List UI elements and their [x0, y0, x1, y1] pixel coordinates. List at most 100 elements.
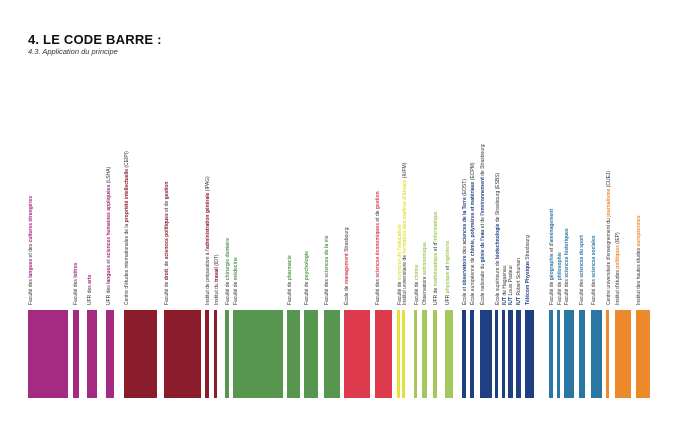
barcode-bar-25 — [495, 310, 498, 398]
label-text: et de — [164, 199, 170, 214]
label-text: Strasbourg — [344, 227, 350, 254]
barcode-bar-28 — [516, 310, 521, 398]
barcode-bar-21 — [445, 310, 453, 398]
barcode-label-35: Centre universitaire d'enseignement du j… — [606, 170, 612, 305]
label-text: Faculté des — [375, 277, 381, 305]
label-keyword: médecine — [233, 257, 239, 281]
label-text: UFR — [445, 293, 451, 305]
barcode-label-20: UFR de mathématique et d'informatique — [433, 212, 439, 306]
barcode-bar-23 — [470, 310, 474, 398]
barcode-label-32: Faculté des sciences historiques — [564, 228, 570, 305]
label-keyword: IUT — [508, 296, 514, 305]
barcode-label-21: UFR physique et ingénierie — [445, 241, 451, 305]
barcode-label-27: IUT Louis Pasteur — [508, 264, 514, 305]
label-text: Strasbourg — [525, 235, 531, 262]
label-text: Institut d'études — [615, 268, 621, 305]
label-text: Faculté des — [564, 277, 570, 305]
label-text: UFR des — [87, 283, 93, 305]
label-text: Faculté de — [557, 280, 563, 305]
label-text: Faculté des — [73, 277, 79, 305]
label-text: Centre universitaire d'enseignement du — [606, 216, 612, 305]
barcode-bar-5 — [124, 310, 157, 398]
barcode-bar-33 — [579, 310, 585, 398]
barcode-bar-36 — [615, 310, 631, 398]
barcode-label-10: Faculté de médecine — [233, 257, 239, 305]
label-text: (CUEJ) — [606, 170, 612, 189]
label-keyword: géographie — [549, 253, 555, 281]
barcode-bar-30 — [549, 310, 553, 398]
barcode-label-15: Faculté des sciences économiques et de g… — [375, 191, 381, 305]
label-text: Observatoire — [422, 274, 428, 305]
label-text: Institut de préparation à l' — [205, 249, 211, 305]
label-keyword: gestion — [164, 181, 170, 200]
label-text: (IDT) — [214, 254, 220, 268]
label-text: de Strasbourg — [480, 144, 486, 178]
barcode-label-33: Faculté des sciences du sport — [579, 235, 585, 305]
label-text: École de — [344, 284, 350, 305]
label-keyword: psychologie — [304, 251, 310, 281]
barcode-label-31: Faculté de philosophie — [557, 252, 563, 305]
barcode-label-37: Institut des hautes études européennes — [636, 215, 642, 306]
label-text: Faculté de — [414, 280, 420, 305]
barcode-label-17: Institut universitaire de formation des … — [402, 162, 408, 305]
label-keyword: management — [344, 253, 350, 285]
barcode-label-1: Faculté des langues et des cultures étra… — [28, 196, 34, 305]
label-keyword: administration générale — [205, 192, 211, 249]
label-text: École et — [462, 285, 468, 305]
barcode-label-2: Faculté des lettres — [73, 263, 79, 305]
barcode-label-11: Faculté de pharmacie — [287, 255, 293, 305]
barcode-label-7: Institut de préparation à l'administrati… — [205, 176, 211, 305]
barcode-bar-11 — [287, 310, 300, 398]
label-text: UFR des — [106, 283, 112, 305]
barcode-label-23: École européenne de chimie, polymères et… — [470, 162, 476, 305]
label-keyword: sciences de la Terre — [462, 197, 468, 245]
label-text: UFR de — [433, 286, 439, 305]
label-text: et — [445, 264, 451, 272]
label-keyword: sciences économiques — [375, 223, 381, 278]
barcode-label-14: École de management Strasbourg — [344, 227, 350, 305]
barcode-bar-17 — [402, 310, 405, 398]
label-keyword: biotechnologie — [495, 223, 501, 260]
label-keyword: physique — [445, 271, 451, 294]
label-text: Institut universitaire de — [402, 253, 408, 305]
label-text: Institut des hautes études — [636, 246, 642, 305]
barcode-bar-7 — [205, 310, 209, 398]
label-text: Faculté des — [324, 277, 330, 305]
label-keyword: sciences humaines appliquées — [106, 184, 112, 259]
label-keyword: propriété intellectuelle — [124, 168, 130, 223]
label-text: École supérieure de — [495, 259, 501, 305]
label-keyword: langues — [28, 258, 34, 278]
label-text: (EOST) — [462, 178, 468, 198]
label-keyword: IUT — [516, 296, 522, 305]
label-text: Faculté de — [304, 280, 310, 305]
label-keyword: génie de l'eau — [480, 229, 486, 263]
barcode-label-18: Faculté de chimie — [414, 264, 420, 305]
label-text: (IUFM) — [402, 162, 408, 180]
label-text: École européenne de — [470, 256, 476, 305]
barcode-label-34: Faculté des sciences sociales — [591, 235, 597, 305]
barcode-bar-3 — [87, 310, 97, 398]
barcode-bar-8 — [214, 310, 217, 398]
label-keyword: sciences politiques — [164, 213, 170, 260]
label-keyword: travail — [214, 267, 220, 282]
barcode-bar-4 — [106, 310, 114, 398]
barcode-bar-29 — [525, 310, 534, 398]
label-text: Faculté de — [287, 280, 293, 305]
barcode-bar-6 — [164, 310, 201, 398]
label-text: Institut du — [214, 281, 220, 305]
barcode-bar-20 — [433, 310, 437, 398]
label-keyword: formation des maîtres d'Alsace — [402, 179, 408, 254]
label-text: Robert Schuman — [516, 258, 522, 297]
label-keyword: l'environnement — [480, 177, 486, 216]
label-text: Faculté de — [225, 280, 231, 305]
label-text: , de — [164, 259, 170, 270]
label-text: Faculté des — [28, 277, 34, 305]
label-keyword: gestion — [375, 191, 381, 210]
label-text: Louis Pasteur — [508, 264, 514, 297]
page-subtitle: 4.3. Application du principe — [28, 47, 118, 56]
barcode-bar-22 — [462, 310, 466, 398]
label-keyword: langues — [106, 264, 112, 284]
label-text: (LSHA) — [106, 166, 112, 185]
label-text: et d' — [549, 242, 555, 254]
label-keyword: européennes — [636, 215, 642, 247]
